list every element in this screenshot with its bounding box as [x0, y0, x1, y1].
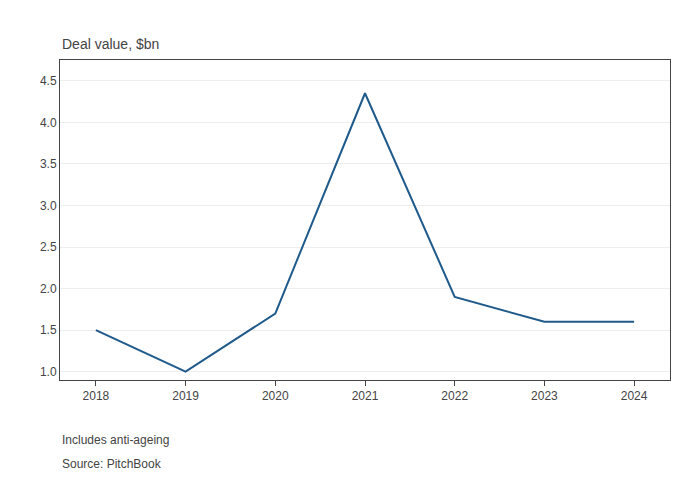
svg-text:Includes anti-ageing: Includes anti-ageing	[62, 433, 169, 447]
svg-text:2.5: 2.5	[40, 240, 57, 254]
svg-text:1.0: 1.0	[40, 365, 57, 379]
svg-text:2019: 2019	[172, 389, 199, 403]
svg-text:2.0: 2.0	[40, 282, 57, 296]
svg-text:2021: 2021	[352, 389, 379, 403]
svg-text:2018: 2018	[83, 389, 110, 403]
svg-text:Deal value, $bn: Deal value, $bn	[62, 36, 159, 52]
svg-text:2020: 2020	[262, 389, 289, 403]
svg-text:2023: 2023	[531, 389, 558, 403]
svg-text:4.5: 4.5	[40, 74, 57, 88]
svg-text:Source: PitchBook: Source: PitchBook	[62, 457, 162, 471]
svg-text:2024: 2024	[621, 389, 648, 403]
svg-text:2022: 2022	[441, 389, 468, 403]
svg-text:3.0: 3.0	[40, 199, 57, 213]
svg-text:4.0: 4.0	[40, 116, 57, 130]
svg-text:3.5: 3.5	[40, 157, 57, 171]
svg-text:1.5: 1.5	[40, 323, 57, 337]
